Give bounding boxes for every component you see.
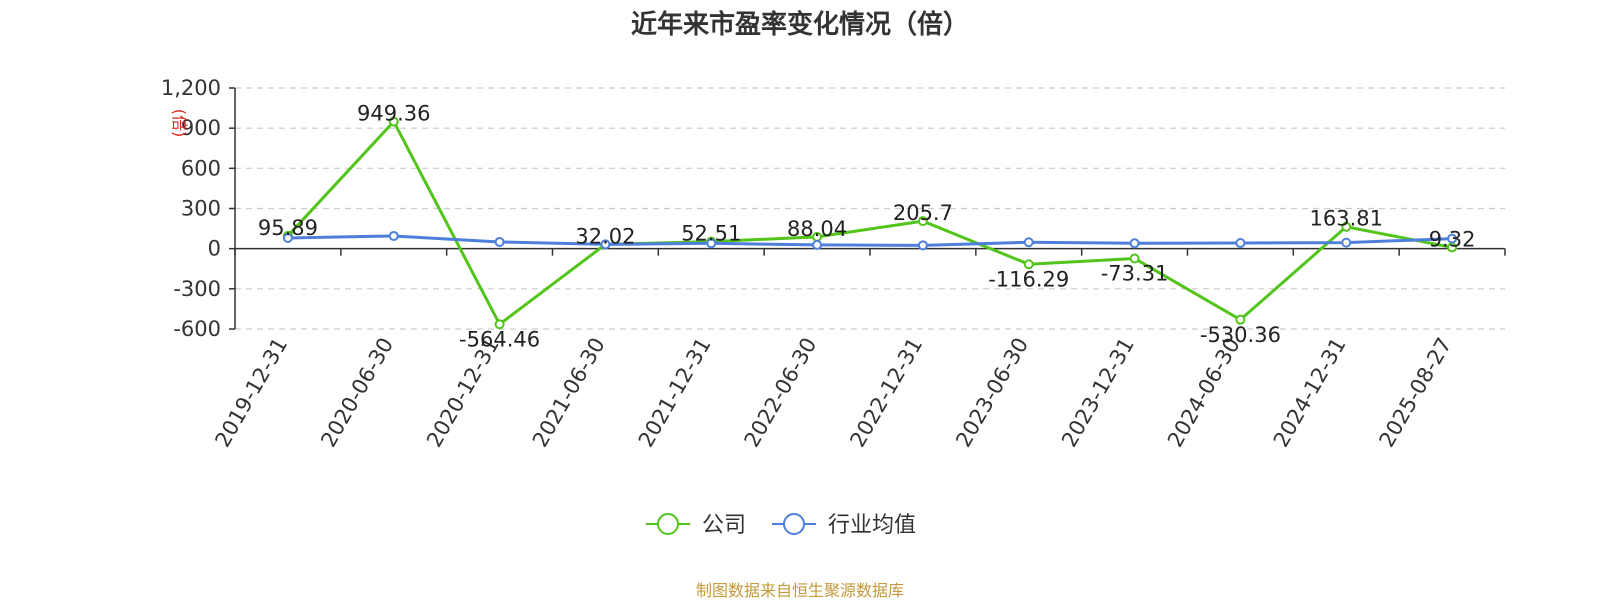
data-point xyxy=(1341,221,1352,232)
data-label: -564.46 xyxy=(459,327,540,351)
data-point xyxy=(1023,237,1034,248)
y-axis-label: (倍) xyxy=(170,109,189,138)
x-tick-label: 2021-12-31 xyxy=(634,334,716,452)
data-labels: 95.89 949.36 -564.46 32.02 52.51 88.04 205.7 -1… xyxy=(258,102,1476,352)
data-point xyxy=(1341,237,1352,248)
data-label: 9.32 xyxy=(1429,227,1476,251)
data-point xyxy=(1447,233,1458,244)
x-tick-label: 2020-06-30 xyxy=(316,334,398,452)
source-note: 制图数据来自恒生聚源数据库 xyxy=(695,581,904,600)
y-axis-ticks: 1,200 900 600 300 0 -300 -600 xyxy=(161,76,235,341)
data-point xyxy=(282,232,293,243)
data-point xyxy=(1235,238,1246,249)
series-lines xyxy=(282,116,1458,330)
data-point xyxy=(600,239,611,250)
x-tick-label: 2023-06-30 xyxy=(951,334,1033,452)
data-point xyxy=(388,230,399,241)
data-label: 52.51 xyxy=(681,222,741,246)
data-label: 949.36 xyxy=(357,102,430,126)
legend-marker xyxy=(783,513,805,535)
data-point xyxy=(812,239,823,250)
x-tick-label: 2022-06-30 xyxy=(740,334,822,452)
y-tick-label: 600 xyxy=(181,156,221,180)
y-tick-label: -600 xyxy=(173,317,221,341)
x-tick-label: 2024-12-31 xyxy=(1269,334,1351,452)
data-point xyxy=(1129,238,1140,249)
x-tick-label: 2021-06-30 xyxy=(528,334,610,452)
data-label: 205.7 xyxy=(893,201,953,225)
legend-label: 公司 xyxy=(702,513,746,538)
x-tick-label: 2023-12-31 xyxy=(1057,334,1139,452)
data-point xyxy=(494,319,505,330)
series-line-1 xyxy=(287,234,1453,247)
data-point xyxy=(1129,253,1140,264)
data-label: 32.02 xyxy=(575,224,635,248)
x-tick-label: 2025-08-27 xyxy=(1375,334,1457,452)
data-label: -116.29 xyxy=(988,267,1069,291)
data-point xyxy=(494,236,505,247)
y-tick-label: -300 xyxy=(173,277,221,301)
data-point xyxy=(706,238,717,249)
y-tick-label: 900 xyxy=(181,116,221,140)
data-point xyxy=(1023,259,1034,270)
data-label: -73.31 xyxy=(1101,262,1169,286)
y-tick-label: 300 xyxy=(181,197,221,221)
data-label: 163.81 xyxy=(1310,207,1383,231)
x-axis-ticks: 2019-12-31 2020-06-30 2020-12-31 2021-06-30… xyxy=(210,248,1506,452)
y-tick-label: 1,200 xyxy=(161,76,221,100)
data-point xyxy=(917,240,928,251)
chart-title: 近年来市盈率变化情况（倍） xyxy=(630,10,969,40)
x-tick-label: 2019-12-31 xyxy=(210,334,292,452)
data-label: 95.89 xyxy=(258,216,318,240)
legend-label: 行业均值 xyxy=(828,513,916,538)
grid-lines xyxy=(235,87,1505,330)
data-point xyxy=(388,116,399,127)
series-line-0 xyxy=(286,120,1453,326)
legend-marker xyxy=(657,513,679,535)
legend: 公司 行业均值 xyxy=(646,513,916,538)
x-tick-label: 2024-06-30 xyxy=(1163,334,1245,452)
x-tick-label: 2022-12-31 xyxy=(845,334,927,452)
data-point xyxy=(917,216,928,227)
y-tick-label: 0 xyxy=(208,237,221,261)
data-point xyxy=(1235,314,1246,325)
data-label: -530.36 xyxy=(1200,323,1281,347)
data-label: 88.04 xyxy=(787,217,847,241)
